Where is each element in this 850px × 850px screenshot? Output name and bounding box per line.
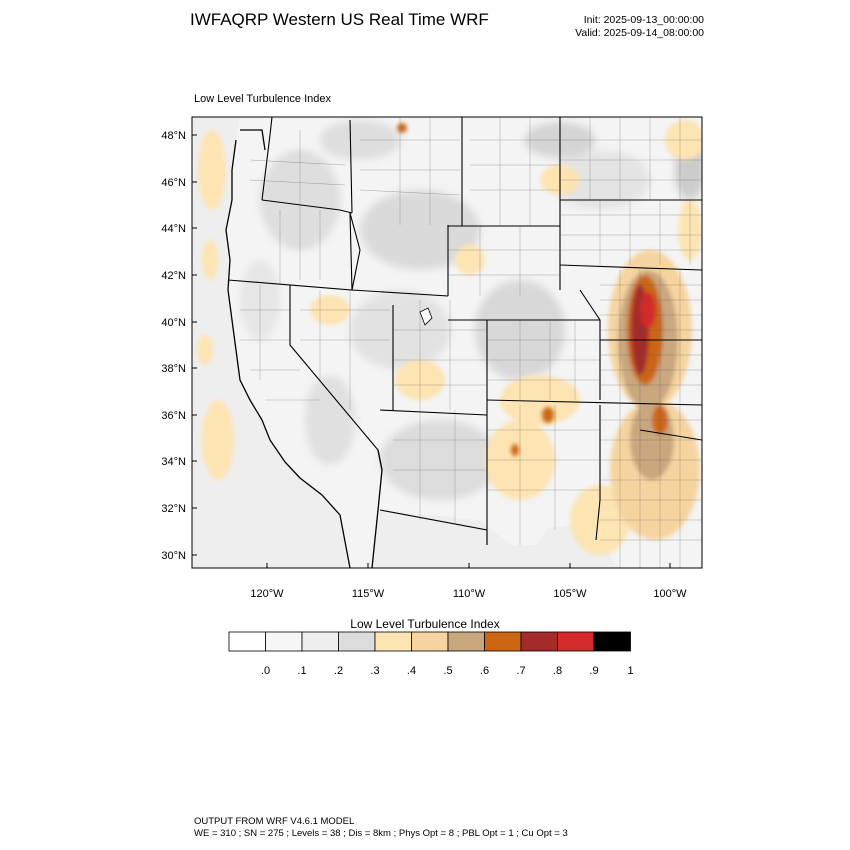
colorbar-title: Low Level Turbulence Index [350,617,500,631]
colorbar-swatch [484,631,522,652]
lat-label-44: 44°N [161,223,186,235]
lon-label-100: 100°W [653,588,687,600]
colorbar-labels: .0 .1 .2 .3 .4 .5 .6 .7 .8 .9 1 [261,665,634,677]
colorbar-swatch [557,631,595,652]
footer-config: WE = 310 ; SN = 275 ; Levels = 38 ; Dis … [194,828,568,839]
colorbar-label: .5 [443,665,452,677]
main-title: IWFAQRP Western US Real Time WRF [190,10,489,29]
colorbar-label: .4 [407,665,416,677]
lat-label-32: 32°N [161,503,186,515]
colorbar-swatch [411,631,449,652]
lon-label-110: 110°W [453,588,486,600]
colorbar-label: .8 [553,665,562,677]
lat-label-30: 30°N [161,550,186,562]
lat-label-48: 48°N [161,130,186,142]
colorbar-label: .6 [480,665,489,677]
colorbar-label: .3 [370,665,379,677]
colorbar-swatch [593,631,631,652]
plot-title: Low Level Turbulence Index [194,93,331,105]
lat-label-36: 36°N [161,410,186,422]
colorbar-label: .0 [261,665,270,677]
colorbar-label: .9 [589,665,598,677]
colorbar-label: 1 [627,665,633,677]
colorbar-label: .7 [516,665,525,677]
lat-axis: 48°N 46°N 44°N 42°N 40°N 38°N 36°N 34°N … [161,130,197,562]
colorbar-swatch [374,631,412,652]
lat-label-38: 38°N [161,363,186,375]
colorbar-swatch [447,631,485,652]
colorbar-swatch [301,631,339,652]
map-frame [191,116,703,569]
colorbar-label: .2 [334,665,343,677]
colorbar-label: .1 [297,665,306,677]
state-boundaries [227,117,702,545]
county-lines [240,117,702,568]
coastline [225,129,383,568]
colorbar-swatch [520,631,558,652]
lon-label-120: 120°W [250,588,284,600]
lat-label-46: 46°N [161,177,186,189]
valid-time: Valid: 2025-09-14_08:00:00 [575,27,704,39]
lon-label-105: 105°W [553,588,587,600]
lat-label-42: 42°N [161,270,186,282]
lon-axis: 120°W 115°W 110°W 105°W 100°W [250,563,687,600]
colorbar-swatch [265,631,303,652]
lat-label-34: 34°N [161,456,186,468]
lon-label-115: 115°W [352,588,385,600]
turbulence-moderate [397,123,700,540]
colorbar-swatch [338,631,376,652]
map-area [192,117,702,568]
lat-label-40: 40°N [161,317,186,329]
init-time: Init: 2025-09-13_00:00:00 [583,14,704,26]
great-salt-lake [419,307,433,326]
colorbar-swatch [228,631,266,652]
colorbar [228,631,631,652]
footer-model: OUTPUT FROM WRF V4.6.1 MODEL [194,816,355,827]
